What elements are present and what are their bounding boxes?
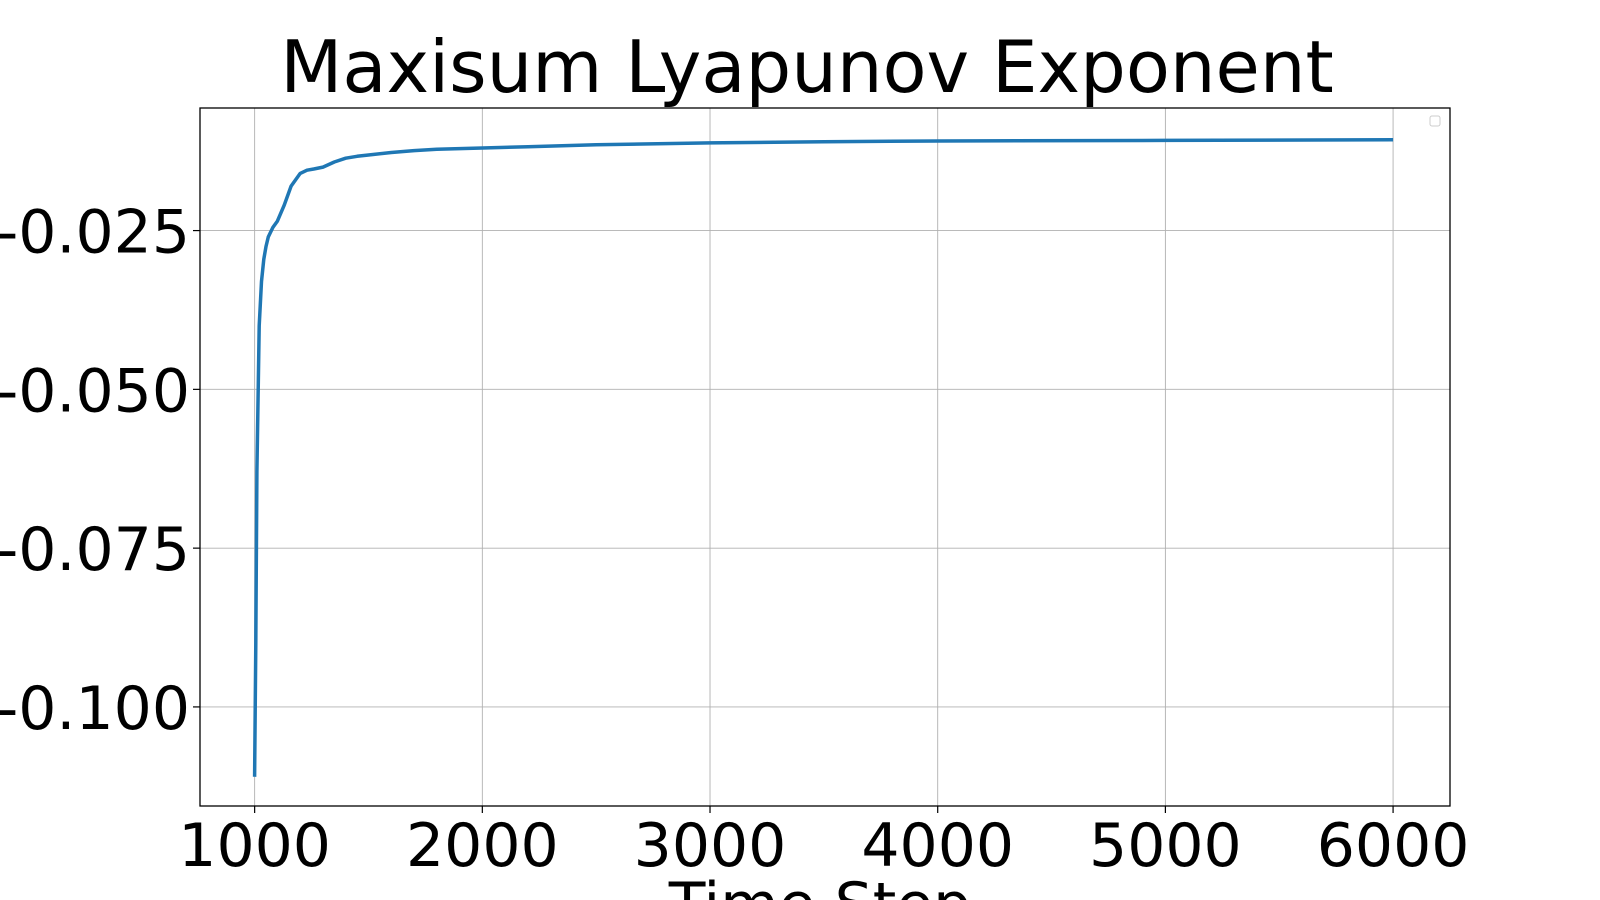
- x-tick-label: 3000: [634, 811, 787, 881]
- y-axis-ticks: -0.100 -0.075 -0.050 -0.025: [0, 198, 200, 744]
- y-tick-label: -0.075: [0, 515, 190, 585]
- x-tick-label: 6000: [1317, 811, 1470, 881]
- x-tick-label: 5000: [1089, 811, 1242, 881]
- y-tick-label: -0.100: [0, 674, 190, 744]
- chart-title: Maxisum Lyapunov Exponent: [280, 25, 1333, 109]
- series-layer: [252, 138, 1394, 777]
- plot-frame: [199, 107, 1451, 807]
- x-tick-label: 2000: [406, 811, 559, 881]
- x-tick-label: 1000: [178, 811, 331, 881]
- y-tick-label: -0.050: [0, 356, 190, 426]
- x-tick-label: 4000: [861, 811, 1014, 881]
- y-tick-label: -0.025: [0, 198, 190, 268]
- legend-box: [1429, 115, 1441, 127]
- x-axis-label: Time Step: [668, 870, 972, 900]
- x-axis-ticks: 1000 2000 3000 4000 5000 6000: [178, 806, 1469, 881]
- series-line: [252, 138, 1394, 777]
- grid: [200, 108, 1450, 806]
